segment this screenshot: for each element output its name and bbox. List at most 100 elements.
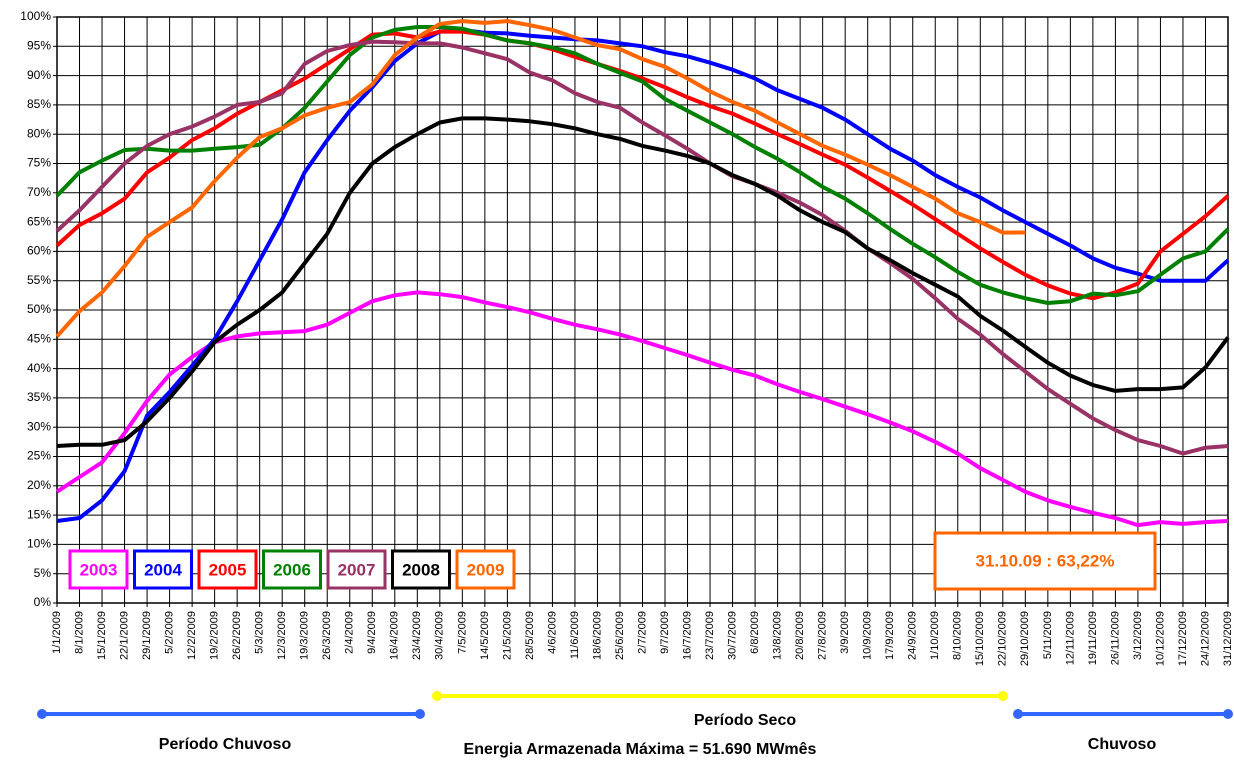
series-line <box>55 39 1229 456</box>
x-tick-label: 5/3/2009 <box>254 611 266 654</box>
x-tick-label: 11/6/2009 <box>569 611 581 659</box>
series-line <box>55 290 1229 528</box>
y-tick-label: 5% <box>34 566 52 580</box>
y-tick-label: 75% <box>27 156 51 170</box>
y-tick-label: 95% <box>27 38 51 52</box>
period-label: Período Chuvoso <box>159 736 292 753</box>
x-tick-label: 26/11/2009 <box>1109 611 1121 665</box>
y-tick-label: 65% <box>27 214 51 228</box>
plot-border <box>56 16 1229 604</box>
x-tick-label: 2/7/2009 <box>636 611 648 654</box>
period-label: Chuvoso <box>1088 736 1157 753</box>
x-tick-label: 26/3/2009 <box>321 611 333 660</box>
y-tick-label: 20% <box>27 478 51 492</box>
plot: 0% 5% 10% 15% 20% 25% 30% 35% 40% 45% 50% 55% 60% 65%… <box>20 9 1234 666</box>
x-tick-label: 12/3/2009 <box>276 611 288 660</box>
x-tick-label: 29/10/2009 <box>1019 611 1031 666</box>
y-tick-label: 30% <box>27 419 51 433</box>
x-tick-label: 30/7/2009 <box>726 611 738 660</box>
x-tick-label: 28/5/2009 <box>524 611 536 660</box>
period-label: Período Seco <box>694 712 796 729</box>
legend-label: 2005 <box>209 560 247 579</box>
x-tick-label: 23/7/2009 <box>704 611 716 660</box>
legend-box <box>391 549 451 590</box>
y-tick-label: 0% <box>34 595 52 609</box>
y-tick-label: 90% <box>27 68 51 82</box>
x-tick-label: 19/11/2009 <box>1087 611 1099 665</box>
x-tick-label: 8/1/2009 <box>73 611 85 654</box>
subtitle: Energia Armazenada Máxima = 51.690 MWmês <box>464 741 817 758</box>
legend-label: 2004 <box>144 560 182 579</box>
x-tick-label: 17/9/2009 <box>884 611 896 660</box>
y-tick-label: 45% <box>27 331 51 345</box>
y-tick-label: 40% <box>27 361 51 375</box>
x-tick-label: 1/10/2009 <box>929 611 941 660</box>
y-tick-label: 55% <box>27 273 51 287</box>
legend-label: 2009 <box>467 560 505 579</box>
x-tick-label: 2/4/2009 <box>344 611 356 654</box>
x-tick-label: 9/7/2009 <box>659 611 671 654</box>
period-dot <box>37 709 47 719</box>
legend-box <box>262 549 322 590</box>
x-tick-label: 23/4/2009 <box>411 611 423 660</box>
x-tick-label: 16/4/2009 <box>389 611 401 660</box>
x-tick-label: 18/6/2009 <box>591 611 603 660</box>
x-tick-label: 15/1/2009 <box>96 611 108 660</box>
series-line <box>56 27 1230 523</box>
y-tick-label: 85% <box>27 97 51 111</box>
x-tick-label: 12/2/2009 <box>186 611 198 660</box>
x-tick-label: 22/10/2009 <box>997 611 1009 666</box>
x-tick-label: 3/12/2009 <box>1132 611 1144 660</box>
y-tick-label: 70% <box>27 185 51 199</box>
y-tick-label: 100% <box>20 9 51 23</box>
legend-label: 2006 <box>273 560 311 579</box>
x-tick-label: 10/12/2009 <box>1154 611 1166 666</box>
legend-label: 2007 <box>338 560 376 579</box>
x-tick-label: 5/2/2009 <box>164 611 176 654</box>
series-line <box>56 116 1230 448</box>
annotation-box <box>933 531 1157 591</box>
x-tick-label: 20/8/2009 <box>794 611 806 660</box>
x-tick-label: 3/9/2009 <box>839 611 851 654</box>
y-tick-label: 60% <box>27 244 51 258</box>
x-tick-label: 4/6/2009 <box>546 611 558 654</box>
x-tick-label: 19/3/2009 <box>299 611 311 660</box>
y-tick-label: 35% <box>27 390 51 404</box>
period-dot <box>432 691 442 701</box>
y-tick-label: 15% <box>27 507 51 521</box>
x-tick-label: 13/8/2009 <box>772 611 784 660</box>
x-tick-label: 31/12/2009 <box>1222 611 1234 666</box>
x-tick-label: 15/10/2009 <box>974 611 986 666</box>
y-tick-label: 10% <box>27 537 51 551</box>
x-tick-label: 17/12/2009 <box>1177 611 1189 666</box>
x-tick-label: 25/6/2009 <box>614 611 626 660</box>
x-tick-label: 6/8/2009 <box>749 611 761 654</box>
legend-box <box>326 549 387 590</box>
x-tick-label: 12/11/2009 <box>1064 611 1076 665</box>
y-tick-label: 50% <box>27 302 51 316</box>
period-dot <box>1013 709 1023 719</box>
x-tick-label: 24/9/2009 <box>907 611 919 660</box>
annotation: 31.10.09 : 63,22% <box>976 551 1115 570</box>
period-dot <box>1223 709 1233 719</box>
period-dot <box>998 691 1008 701</box>
x-tick-label: 10/9/2009 <box>862 611 874 660</box>
x-tick-label: 21/5/2009 <box>501 611 513 660</box>
x-tick-label: 22/1/2009 <box>118 611 130 660</box>
y-tick-label: 25% <box>27 449 51 463</box>
x-tick-label: 24/12/2009 <box>1199 611 1211 666</box>
x-tick-label: 29/1/2009 <box>141 611 153 660</box>
x-tick-label: 26/2/2009 <box>231 611 243 660</box>
series-line <box>55 19 1026 338</box>
x-tick-label: 8/10/2009 <box>952 611 964 660</box>
x-tick-label: 5/11/2009 <box>1042 611 1054 659</box>
legend-label: 2003 <box>80 560 118 579</box>
x-tick-label: 19/2/2009 <box>209 611 221 660</box>
x-tick-label: 30/4/2009 <box>434 611 446 660</box>
series-line <box>55 29 1230 301</box>
x-tick-label: 1/1/2009 <box>51 611 63 654</box>
legend-box <box>133 549 193 590</box>
x-tick-label: 14/5/2009 <box>479 611 491 660</box>
legend-box <box>68 549 129 590</box>
